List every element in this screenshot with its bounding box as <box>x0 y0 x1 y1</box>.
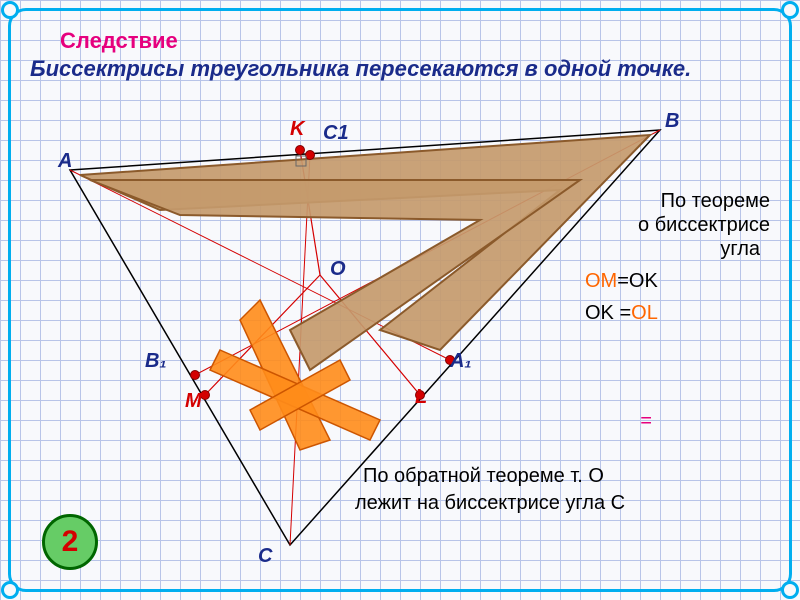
label-M: M <box>185 390 202 413</box>
conclusion-line2: лежит на биссектрисе угла С <box>355 492 625 515</box>
label-B: B <box>665 110 679 133</box>
eq3: = <box>640 410 652 433</box>
conclusion-line1: По обратной теореме т. О <box>363 465 604 488</box>
label-A1: A₁ <box>450 350 471 373</box>
theorem-line3: угла <box>660 238 760 261</box>
label-L: L <box>415 386 427 409</box>
label-C1: C1 <box>323 122 349 145</box>
slide-number-badge: 2 <box>42 514 98 570</box>
title-consequence: Следствие <box>60 28 178 54</box>
theorem-line1: По теореме <box>580 190 770 213</box>
label-K: K <box>290 118 304 141</box>
eq1-OM: OM <box>585 270 617 292</box>
label-C: C <box>258 545 272 568</box>
label-B1: B₁ <box>145 350 166 373</box>
eq2-OL: OL <box>631 302 658 324</box>
slide-number: 2 <box>62 525 79 559</box>
label-A: A <box>58 150 72 173</box>
label-O: O <box>330 258 346 281</box>
eq2-OK: OK = <box>585 302 631 324</box>
eq1-OK: =OK <box>617 270 658 292</box>
theorem-line2: о биссектрисе <box>560 214 770 237</box>
title-statement: Биссектрисы треугольника пересекаются в … <box>30 56 770 82</box>
eq2: OK =OL <box>585 302 658 325</box>
eq1: OM=OK <box>585 270 658 293</box>
